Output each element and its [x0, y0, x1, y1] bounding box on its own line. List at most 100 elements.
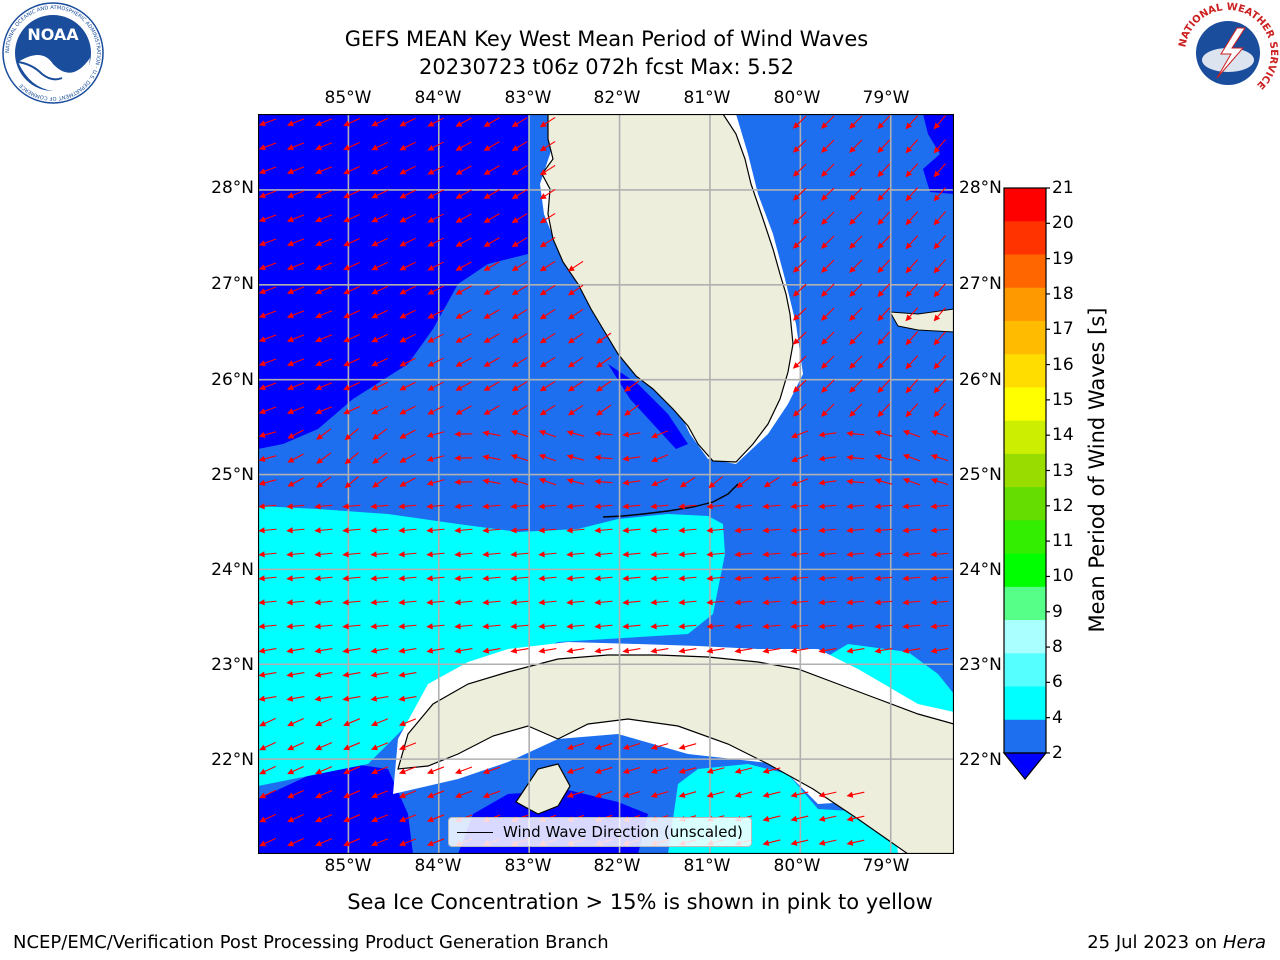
wind-wave-arrow	[399, 237, 416, 247]
wind-wave-arrow	[706, 551, 725, 558]
wind-wave-arrow	[678, 527, 697, 534]
wind-wave-arrow	[454, 479, 473, 486]
wind-wave-arrow	[371, 261, 388, 271]
wind-wave-arrow	[314, 551, 333, 558]
wind-wave-arrow	[821, 403, 835, 417]
wind-wave-arrow	[734, 791, 753, 798]
wind-wave-arrow	[877, 115, 891, 130]
wind-wave-arrow	[399, 453, 416, 463]
wind-wave-arrow	[790, 478, 809, 487]
wind-wave-arrow	[818, 455, 837, 462]
wind-wave-arrow	[286, 214, 305, 223]
wind-wave-arrow	[734, 527, 753, 534]
colorbar-bin	[1004, 254, 1046, 289]
wind-wave-arrow	[344, 428, 359, 441]
wind-wave-arrow	[902, 503, 921, 510]
wind-wave-arrow	[314, 695, 333, 702]
wind-wave-arrow	[316, 476, 332, 488]
wind-wave-arrow	[821, 307, 835, 321]
wind-wave-arrow	[905, 139, 919, 154]
wind-wave-arrow	[482, 790, 501, 799]
wind-wave-arrow	[426, 647, 445, 654]
wind-wave-arrow	[258, 334, 277, 343]
wind-wave-arrow	[650, 575, 669, 582]
wind-wave-arrow	[846, 454, 865, 461]
wind-wave-arrow	[258, 142, 277, 151]
wind-wave-arrow	[594, 790, 613, 798]
wind-wave-arrow	[849, 379, 863, 393]
wind-wave-arrow	[905, 211, 919, 226]
wind-wave-arrow	[930, 430, 949, 438]
wind-wave-arrow	[342, 551, 361, 558]
wind-wave-arrow	[905, 379, 919, 394]
wind-wave-arrow	[902, 623, 921, 630]
wind-wave-arrow	[566, 647, 585, 654]
colorbar-bin	[1004, 520, 1046, 555]
wind-wave-arrow	[790, 551, 809, 558]
land-bahamas	[889, 308, 954, 333]
wind-wave-arrow	[454, 647, 473, 654]
wind-wave-arrow	[511, 189, 528, 200]
wind-wave-arrow	[511, 141, 528, 152]
colorbar-tick-label: 8	[1052, 637, 1063, 658]
wind-wave-arrow	[930, 599, 949, 606]
wind-wave-arrow	[343, 406, 360, 415]
wind-wave-arrow	[734, 599, 753, 606]
wind-wave-arrow	[734, 503, 753, 510]
wind-wave-arrow	[902, 575, 921, 582]
wind-wave-arrow	[849, 139, 863, 153]
wind-wave-arrow	[538, 477, 557, 486]
wind-wave-arrow	[427, 357, 444, 367]
wind-wave-arrow	[426, 599, 445, 606]
wind-wave-arrow	[933, 115, 946, 130]
wind-wave-arrow	[511, 117, 528, 128]
wind-wave-arrow	[258, 262, 277, 271]
wind-wave-arrow	[426, 790, 445, 799]
wind-wave-arrow	[933, 331, 946, 346]
colorbar-bin	[1004, 553, 1046, 588]
wind-wave-arrow	[427, 213, 444, 223]
wind-wave-arrow	[342, 599, 361, 606]
wind-wave-arrow	[594, 454, 613, 461]
wind-wave-arrow	[790, 454, 809, 463]
wind-wave-arrow	[818, 503, 837, 510]
wind-wave-arrow	[818, 791, 837, 798]
wind-wave-arrow	[877, 259, 891, 274]
wind-wave-arrow	[371, 285, 388, 295]
wind-wave-arrow	[258, 479, 277, 486]
wind-wave-arrow	[511, 309, 528, 320]
wind-wave-arrow	[594, 742, 613, 750]
wind-wave-arrow	[510, 477, 529, 486]
wind-wave-arrow	[454, 623, 473, 630]
wind-wave-arrow	[792, 259, 807, 273]
wind-wave-arrow	[316, 428, 332, 440]
colorbar-tick-label: 6	[1052, 672, 1063, 693]
wind-wave-arrow	[790, 599, 809, 606]
wind-wave-arrow	[482, 478, 501, 485]
wind-wave-arrow	[483, 237, 500, 247]
lat-tick-left: 26°N	[211, 370, 254, 390]
wind-wave-arrow	[566, 790, 585, 799]
wind-wave-arrow	[315, 214, 333, 223]
wind-wave-arrow	[315, 166, 333, 175]
footer-date: 25 Jul 2023 on Hera	[1087, 932, 1266, 953]
wind-wave-arrow	[762, 575, 781, 582]
wind-wave-arrow	[286, 647, 305, 654]
wind-wave-arrow	[846, 575, 865, 582]
wind-wave-arrow	[849, 115, 863, 129]
wind-wave-arrow	[650, 551, 669, 558]
lon-tick-bottom: 80°W	[773, 856, 821, 876]
wind-wave-arrow	[566, 478, 585, 485]
wind-wave-arrow	[846, 551, 865, 558]
wind-wave-arrow	[371, 213, 388, 223]
wind-wave-arrow	[315, 790, 333, 799]
legend-label: Wind Wave Direction (unscaled)	[503, 823, 743, 841]
colorbar-bin	[1004, 354, 1046, 388]
wind-wave-arrow	[371, 357, 388, 367]
wind-wave-arrow	[818, 839, 837, 846]
wind-wave-arrow	[849, 187, 863, 201]
wind-wave-arrow	[370, 599, 389, 606]
footer-date-text: 25 Jul 2023 on	[1087, 932, 1218, 953]
wind-wave-arrow	[427, 333, 444, 343]
wind-wave-arrow	[538, 599, 557, 606]
